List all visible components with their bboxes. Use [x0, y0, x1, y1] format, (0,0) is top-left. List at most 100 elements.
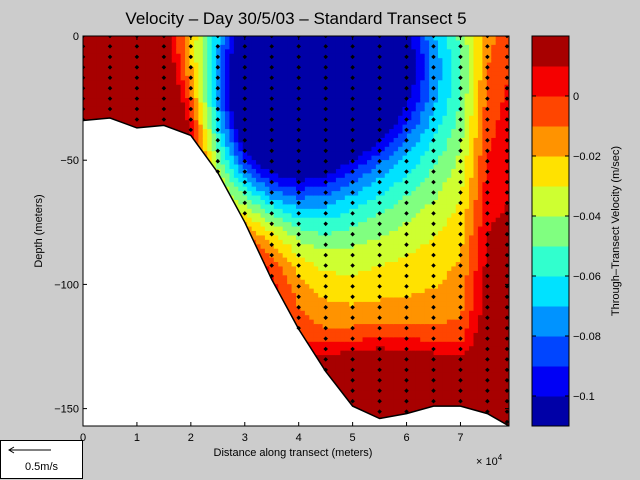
- contour-cell: [282, 151, 288, 157]
- contour-cell: [291, 248, 297, 254]
- contour-cell: [256, 40, 262, 46]
- contour-cell: [327, 67, 333, 73]
- contour-cell: [247, 164, 253, 170]
- contour-cell: [198, 40, 204, 46]
- contour-cell: [171, 71, 177, 77]
- contour-cell: [304, 137, 310, 143]
- contour-cell: [331, 98, 337, 104]
- contour-cell: [211, 75, 217, 81]
- contour-cell: [145, 71, 151, 77]
- contour-cell: [327, 350, 333, 356]
- contour-cell: [269, 182, 275, 188]
- contour-cell: [131, 106, 137, 112]
- contour-cell: [220, 71, 226, 77]
- contour-cell: [327, 155, 333, 161]
- contour-cell: [242, 111, 248, 117]
- contour-cell: [140, 49, 146, 55]
- contour-cell: [247, 89, 253, 95]
- contour-cell: [251, 191, 257, 197]
- contour-cell: [269, 133, 275, 139]
- contour-cell: [300, 173, 306, 179]
- contour-cell: [260, 222, 266, 228]
- contour-cell: [251, 111, 257, 117]
- contour-cell: [162, 71, 168, 77]
- contour-cell: [322, 319, 328, 325]
- contour-cell: [331, 111, 337, 117]
- contour-cell: [291, 182, 297, 188]
- contour-cell: [220, 173, 226, 179]
- contour-cell: [118, 115, 124, 121]
- contour-cell: [211, 98, 217, 104]
- contour-cell: [327, 275, 333, 281]
- contour-cell: [269, 102, 275, 108]
- contour-cell: [185, 98, 191, 104]
- contour-cell: [331, 102, 337, 108]
- contour-cell: [260, 164, 266, 170]
- contour-cell: [331, 71, 337, 77]
- contour-cell: [291, 49, 297, 55]
- contour-cell: [83, 115, 89, 121]
- contour-cell: [278, 195, 284, 201]
- contour-cell: [313, 222, 319, 228]
- contour-cell: [202, 80, 208, 86]
- contour-cell: [83, 75, 89, 81]
- contour-cell: [162, 111, 168, 117]
- contour-cell: [114, 102, 120, 108]
- contour-cell: [131, 80, 137, 86]
- contour-cell: [100, 106, 106, 112]
- contour-cell: [225, 106, 231, 112]
- contour-cell: [220, 80, 226, 86]
- contour-cell: [327, 244, 333, 250]
- contour-cell: [154, 89, 160, 95]
- contour-cell: [282, 168, 288, 174]
- contour-cell: [300, 191, 306, 197]
- contour-cell: [264, 244, 270, 250]
- contour-cell: [331, 168, 337, 174]
- contour-cell: [282, 80, 288, 86]
- contour-cell: [282, 257, 288, 263]
- contour-cell: [167, 106, 173, 112]
- contour-cell: [287, 53, 293, 59]
- contour-cell: [260, 213, 266, 219]
- contour-cell: [309, 155, 315, 161]
- contour-cell: [207, 151, 213, 157]
- contour-cell: [260, 186, 266, 192]
- contour-cell: [327, 53, 333, 59]
- contour-cell: [149, 75, 155, 81]
- contour-cell: [233, 133, 239, 139]
- contour-cell: [193, 89, 199, 95]
- contour-cell: [327, 160, 333, 166]
- contour-cell: [287, 67, 293, 73]
- contour-cell: [264, 155, 270, 161]
- contour-cell: [313, 235, 319, 241]
- contour-cell: [158, 102, 164, 108]
- contour-cell: [238, 129, 244, 135]
- contour-cell: [304, 102, 310, 108]
- contour-cell: [145, 62, 151, 68]
- contour-cell: [131, 111, 137, 117]
- contour-cell: [105, 44, 111, 50]
- contour-cell: [331, 297, 337, 303]
- contour-cell: [229, 115, 235, 121]
- contour-cell: [313, 239, 319, 245]
- contour-cell: [122, 62, 128, 68]
- contour-cell: [185, 106, 191, 112]
- contour-cell: [220, 124, 226, 130]
- contour-cell: [105, 93, 111, 99]
- contour-cell: [83, 98, 89, 104]
- contour-cell: [211, 102, 217, 108]
- contour-cell: [327, 98, 333, 104]
- contour-cell: [176, 62, 182, 68]
- contour-cell: [131, 89, 137, 95]
- contour-cell: [189, 62, 195, 68]
- contour-cell: [304, 142, 310, 148]
- contour-cell: [278, 231, 284, 237]
- contour-cell: [198, 49, 204, 55]
- contour-cell: [154, 71, 160, 77]
- contour-cell: [278, 49, 284, 55]
- contour-cell: [220, 129, 226, 135]
- contour-cell: [318, 98, 324, 104]
- contour-cell: [300, 93, 306, 99]
- contour-cell: [251, 195, 257, 201]
- contour-cell: [300, 129, 306, 135]
